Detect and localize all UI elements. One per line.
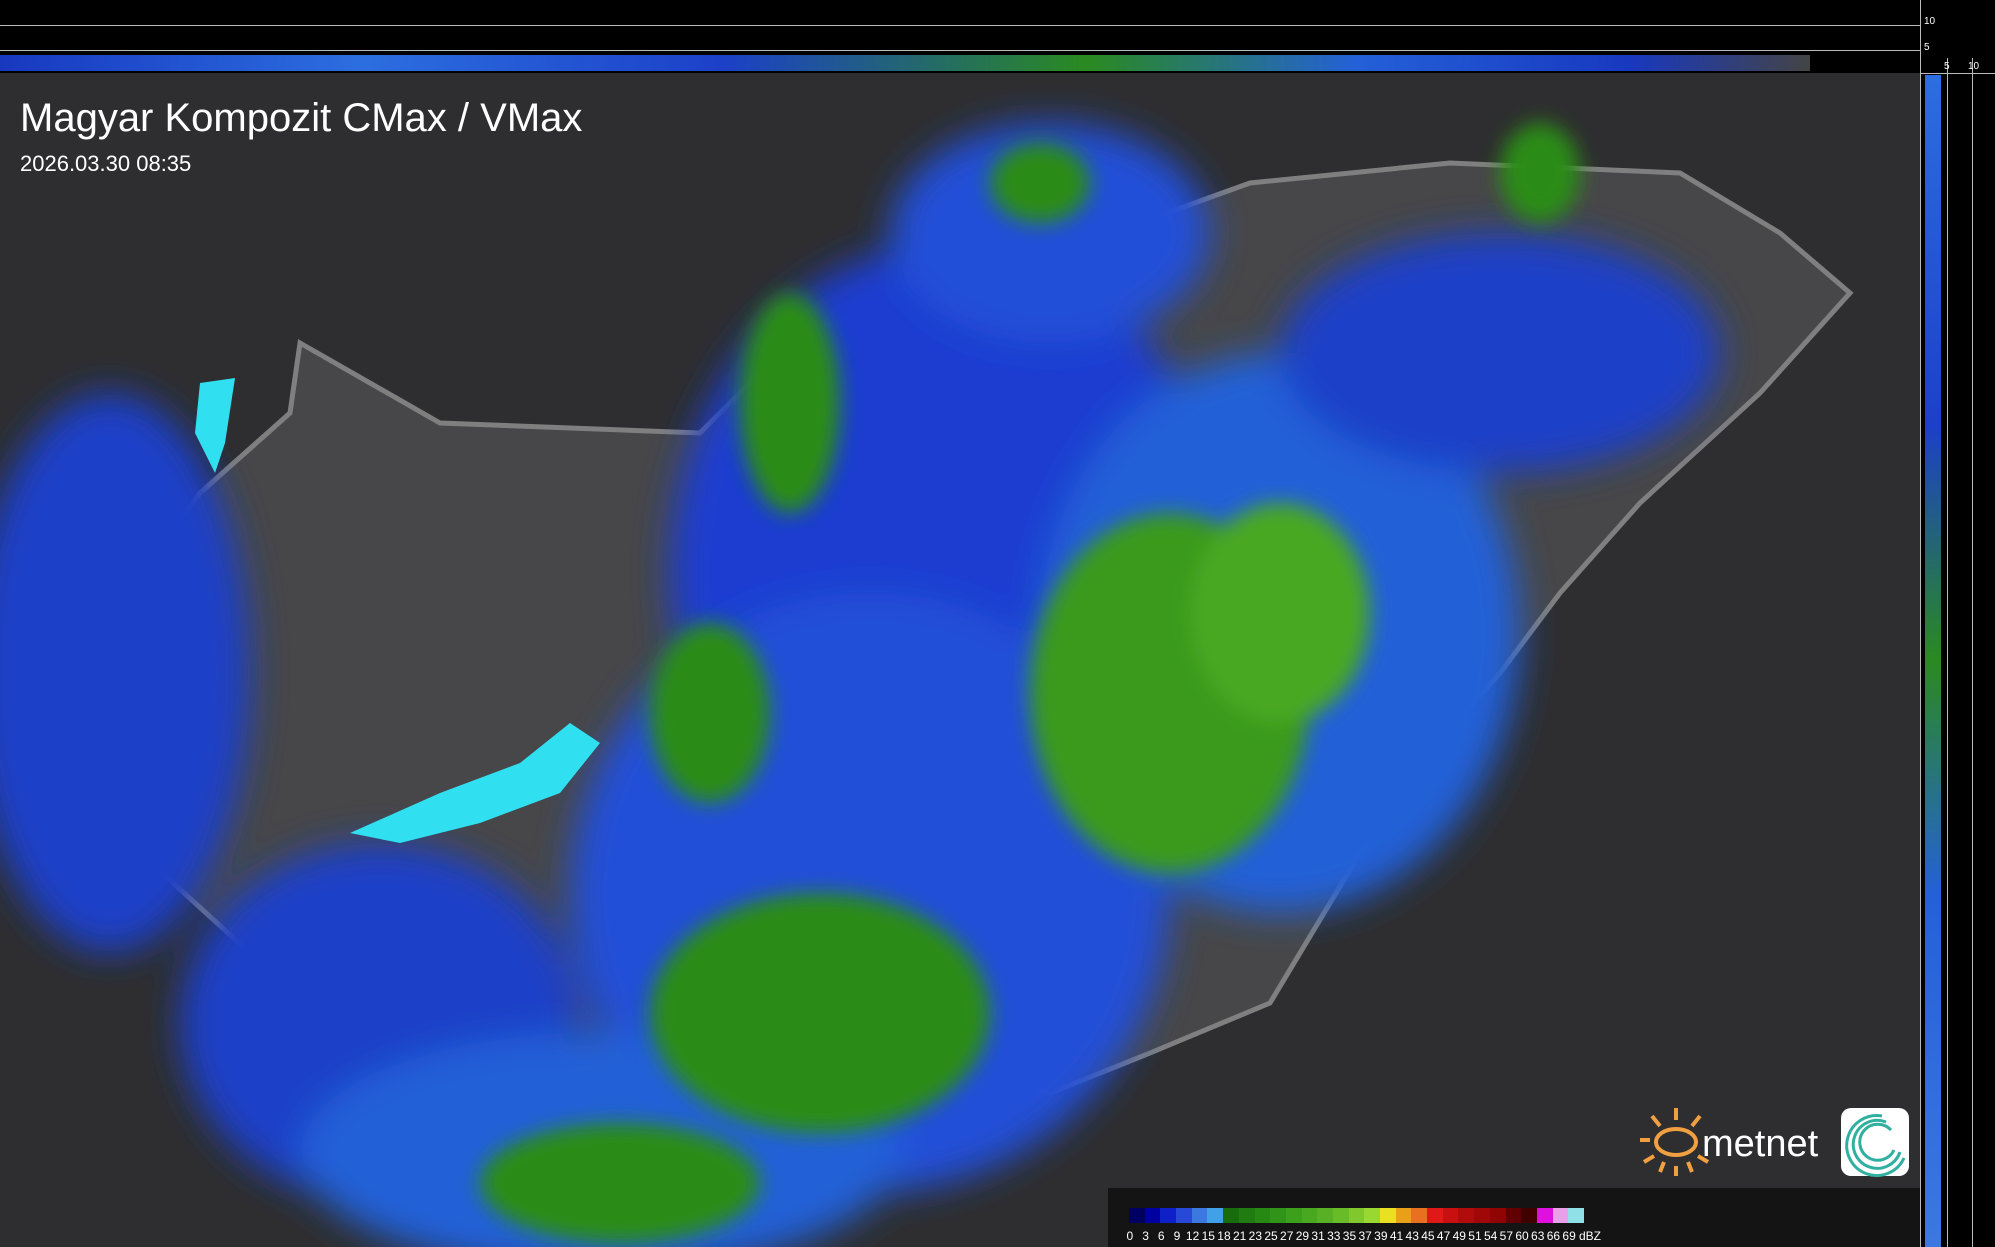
legend-swatch	[1191, 1208, 1208, 1223]
legend-label: 18	[1217, 1229, 1231, 1243]
legend-label: 41	[1389, 1229, 1404, 1243]
right-cmax-profile	[1925, 75, 1941, 1247]
legend-unit: dBZ	[1578, 1229, 1601, 1243]
legend-swatch	[1427, 1208, 1443, 1223]
legend-swatch	[1301, 1208, 1318, 1223]
legend-label: 60	[1515, 1229, 1529, 1243]
legend-swatch	[1568, 1208, 1584, 1223]
legend-swatch	[1332, 1208, 1349, 1223]
legend-swatch	[1285, 1208, 1302, 1223]
legend-swatch	[1144, 1208, 1161, 1223]
tick-label: 10	[1968, 61, 1980, 72]
legend-swatch	[1270, 1208, 1286, 1223]
lake-ferto	[195, 378, 235, 473]
legend-label: 45	[1421, 1229, 1435, 1243]
gridline	[0, 25, 1920, 26]
legend-swatch	[1254, 1208, 1271, 1223]
legend-label: 15	[1201, 1229, 1215, 1243]
dbz-color-legend: 0 3 6 9 12 15 18 21 23 25 27 29 31 33 35 37 39 41 43 45 47 49…	[1108, 1188, 1920, 1247]
legend-label: 49	[1452, 1229, 1466, 1243]
metnet-logo: metnet	[1636, 1100, 1916, 1180]
legend-swatch	[1489, 1208, 1506, 1223]
legend-swatch	[1317, 1208, 1333, 1223]
legend-swatch	[1223, 1208, 1239, 1223]
legend-swatch	[1505, 1208, 1522, 1223]
legend-label: 63	[1531, 1229, 1545, 1243]
map-datetime: 2026.03.30 08:35	[20, 151, 192, 176]
radar-map[interactable]	[0, 73, 1920, 1247]
legend-label: 25	[1264, 1229, 1278, 1243]
legend-swatch	[1364, 1208, 1380, 1223]
legend-swatch	[1207, 1208, 1224, 1223]
legend-swatch	[1411, 1208, 1428, 1223]
legend-swatch	[1348, 1208, 1365, 1223]
legend-label: 69	[1562, 1229, 1576, 1243]
legend-label: 51	[1468, 1229, 1482, 1243]
legend-swatches	[1129, 1208, 1584, 1223]
legend-swatch	[1536, 1208, 1553, 1223]
legend-label: 0	[1126, 1229, 1134, 1243]
tick-label: 5	[1944, 61, 1950, 72]
top-cross-section	[0, 0, 1920, 73]
legend-labels: 0 3 6 9 12 15 18 21 23 25 27 29 31 33 35 37 39 41 43 45 47 49…	[1122, 1229, 1601, 1243]
legend-swatch	[1458, 1208, 1475, 1223]
legend-label: 6	[1157, 1229, 1165, 1243]
legend-label: 39	[1374, 1229, 1388, 1243]
top-cmax-profile	[0, 55, 1810, 71]
legend-label: 66	[1546, 1229, 1561, 1243]
legend-swatch	[1442, 1208, 1459, 1223]
legend-label: 54	[1483, 1229, 1498, 1243]
legend-label: 47	[1436, 1229, 1451, 1243]
legend-swatch	[1474, 1208, 1490, 1223]
legend-label: 43	[1405, 1229, 1419, 1243]
legend-swatch	[1552, 1208, 1569, 1223]
logo-text: metnet	[1702, 1123, 1819, 1165]
tick-label: 10	[1924, 16, 1936, 27]
sun-icon	[1640, 1108, 1710, 1176]
legend-label: 31	[1311, 1229, 1325, 1243]
legend-swatch	[1176, 1208, 1192, 1223]
legend-label: 12	[1185, 1229, 1200, 1243]
legend-label: 57	[1499, 1229, 1514, 1243]
lake-balaton	[350, 723, 600, 843]
legend-label: 33	[1327, 1229, 1341, 1243]
legend-label: 9	[1173, 1229, 1181, 1243]
legend-label: 29	[1295, 1229, 1310, 1243]
legend-swatch	[1160, 1208, 1177, 1223]
legend-label: 37	[1358, 1229, 1372, 1243]
gridline	[0, 50, 1920, 51]
legend-label: 27	[1280, 1229, 1294, 1243]
legend-label: 3	[1142, 1229, 1149, 1243]
legend-swatch	[1129, 1208, 1145, 1223]
legend-label: 23	[1248, 1229, 1263, 1243]
legend-swatch	[1521, 1208, 1537, 1223]
tick-label: 5	[1924, 42, 1930, 53]
legend-swatch	[1380, 1208, 1396, 1223]
legend-label: 21	[1232, 1229, 1247, 1243]
legend-label: 35	[1342, 1229, 1357, 1243]
legend-swatch	[1395, 1208, 1412, 1223]
map-title: Magyar Kompozit CMax / VMax	[20, 96, 583, 140]
legend-swatch	[1238, 1208, 1255, 1223]
